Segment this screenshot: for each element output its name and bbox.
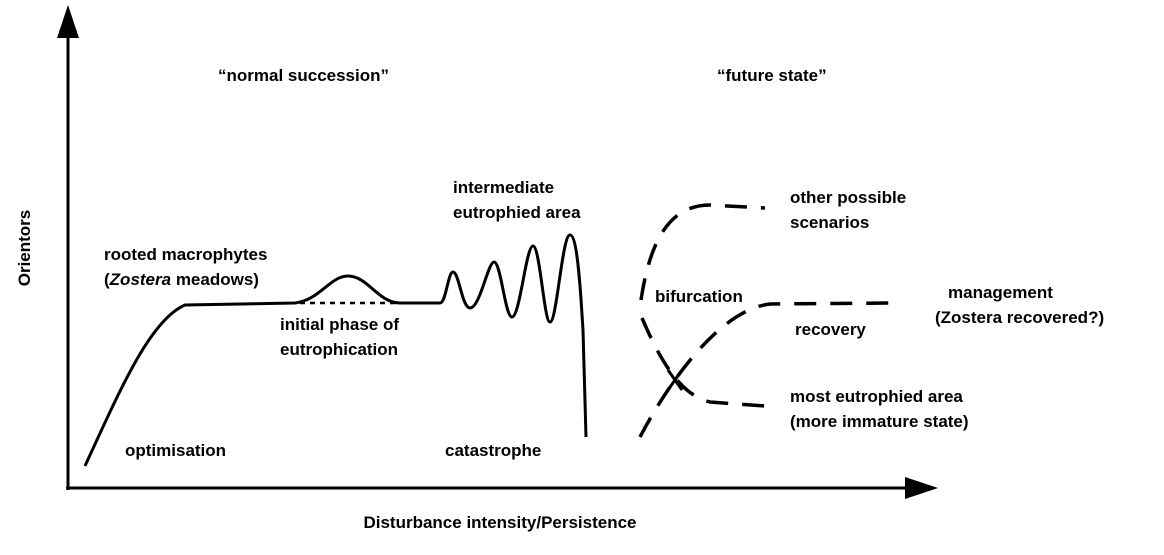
x-axis-label: Disturbance intensity/Persistence [363,513,636,532]
x-arrow [905,477,938,499]
label: optimisation [125,441,226,460]
label: other possible [790,188,906,207]
label: (Zostera recovered?) [935,308,1104,327]
label: most eutrophied area [790,387,963,406]
scenario-upper [639,203,766,301]
label-part: ( [104,270,110,289]
label: eutrophied area [453,203,581,222]
label-part: Zostera [109,270,171,289]
cross-mark [666,369,684,391]
y-axis-label: Orientors [15,210,34,287]
label: initial phase of [280,315,399,334]
label: (Zostera meadows) [104,270,259,289]
succession-curve [83,233,588,467]
label: management [948,283,1053,302]
label: (more immature state) [790,412,969,431]
label-part: meadows) [171,270,259,289]
label: scenarios [790,213,869,232]
scenario-lower [640,317,766,408]
label: rooted macrophytes [104,245,267,264]
y-arrow [57,5,79,38]
label: catastrophe [445,441,541,460]
label: recovery [795,320,866,339]
scenario-recovery [638,301,896,438]
phase-label: “future state” [717,66,827,85]
phase-label: “normal succession” [218,66,389,85]
label: bifurcation [655,287,743,306]
label: eutrophication [280,340,398,359]
label: intermediate [453,178,554,197]
